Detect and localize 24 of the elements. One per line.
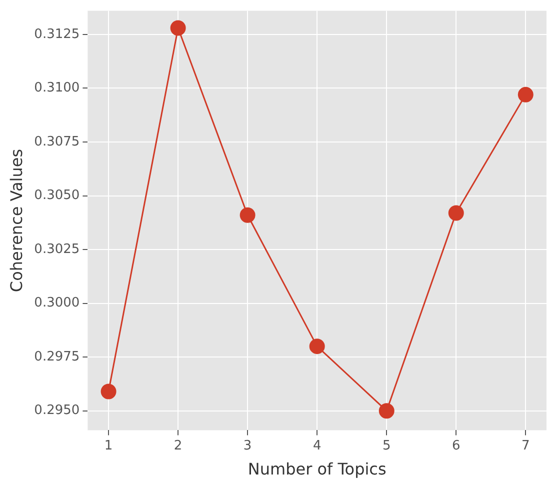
point xyxy=(378,403,394,419)
x-tick-label: 3 xyxy=(243,438,252,454)
y-axis-title: Coherence Values xyxy=(6,148,26,292)
point xyxy=(309,338,325,354)
x-tick-label: 2 xyxy=(174,438,182,454)
point xyxy=(240,207,256,223)
y-tick-label: 0.3000 xyxy=(34,296,80,311)
x-tick-label: 4 xyxy=(312,438,322,454)
y-tick-label: 0.3125 xyxy=(34,26,80,42)
x-tick-label: 7 xyxy=(522,438,530,454)
y-tick-label: 0.2975 xyxy=(34,349,80,364)
point xyxy=(448,205,464,221)
y-tick-label: 0.3050 xyxy=(34,188,80,204)
x-tick-label: 6 xyxy=(452,438,460,454)
point xyxy=(170,20,186,36)
y-tick-label: 0.2950 xyxy=(34,403,80,418)
point xyxy=(100,384,116,400)
point xyxy=(518,86,534,102)
y-tick-label: 0.3075 xyxy=(34,134,80,150)
x-tick-label: 1 xyxy=(104,438,113,454)
x-tick-label: 5 xyxy=(382,438,391,454)
y-tick-label: 0.3025 xyxy=(34,242,80,257)
x-axis-title: Number of Topics xyxy=(248,460,386,479)
y-tick-label: 0.3100 xyxy=(34,80,80,96)
